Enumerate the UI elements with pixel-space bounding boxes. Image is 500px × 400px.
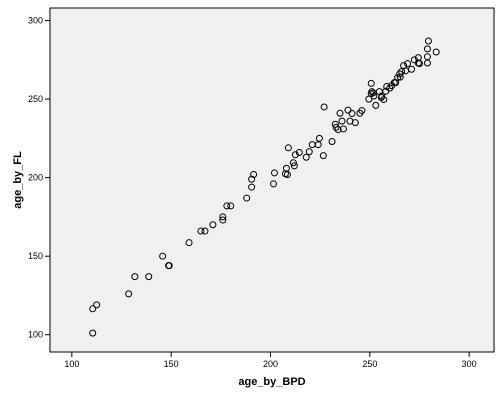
point — [394, 74, 402, 82]
point — [131, 273, 139, 281]
point — [291, 151, 299, 159]
x-tick-label: 300 — [462, 359, 477, 369]
point — [284, 144, 292, 152]
x-tick-label: 100 — [64, 359, 79, 369]
point — [414, 54, 422, 62]
point — [283, 171, 291, 179]
x-axis-title: age_by_BPD — [238, 376, 305, 388]
point — [378, 92, 386, 100]
point — [89, 329, 97, 337]
point — [404, 60, 412, 68]
point — [223, 202, 231, 210]
point — [432, 48, 440, 56]
y-tick-label: 300 — [28, 16, 43, 26]
point — [295, 149, 303, 157]
y-tick-label: 250 — [28, 94, 43, 104]
point — [334, 126, 342, 134]
point — [289, 159, 297, 167]
point — [332, 123, 340, 131]
point — [248, 175, 256, 183]
point — [320, 103, 328, 111]
point — [125, 290, 133, 298]
point — [344, 106, 352, 114]
point — [227, 202, 235, 210]
point — [93, 301, 101, 309]
point — [370, 92, 378, 100]
point — [302, 153, 310, 161]
point — [328, 138, 336, 146]
point — [423, 45, 431, 53]
x-tick-label: 200 — [263, 359, 278, 369]
point — [338, 117, 346, 125]
point — [396, 70, 404, 78]
point — [315, 134, 323, 142]
point — [165, 262, 173, 270]
point — [219, 213, 227, 221]
point — [351, 119, 359, 127]
point — [269, 180, 277, 188]
point — [209, 221, 217, 229]
point — [372, 101, 380, 109]
point — [380, 96, 388, 104]
point — [185, 239, 193, 247]
x-tick-label: 150 — [164, 359, 179, 369]
point — [201, 227, 209, 235]
point — [305, 148, 313, 156]
point — [319, 152, 327, 160]
y-tick-label: 200 — [28, 173, 43, 183]
point — [339, 125, 347, 133]
y-tick-label: 150 — [28, 251, 43, 261]
point — [89, 305, 97, 313]
point — [290, 162, 298, 170]
point — [219, 216, 227, 224]
point — [248, 183, 256, 191]
point — [358, 107, 366, 115]
point — [423, 53, 431, 61]
point — [424, 37, 432, 45]
point — [398, 68, 406, 76]
point — [331, 120, 339, 128]
point — [270, 169, 278, 177]
x-tick-label: 250 — [362, 359, 377, 369]
point — [408, 65, 416, 73]
point — [243, 194, 251, 202]
y-axis-title: age_by_FL — [12, 151, 24, 209]
y-tick-label: 100 — [28, 330, 43, 340]
point — [367, 79, 375, 87]
point — [145, 273, 153, 281]
point — [250, 171, 258, 179]
point — [336, 109, 344, 117]
point — [348, 110, 356, 118]
point — [159, 252, 167, 260]
point — [368, 88, 376, 96]
point — [197, 227, 205, 235]
